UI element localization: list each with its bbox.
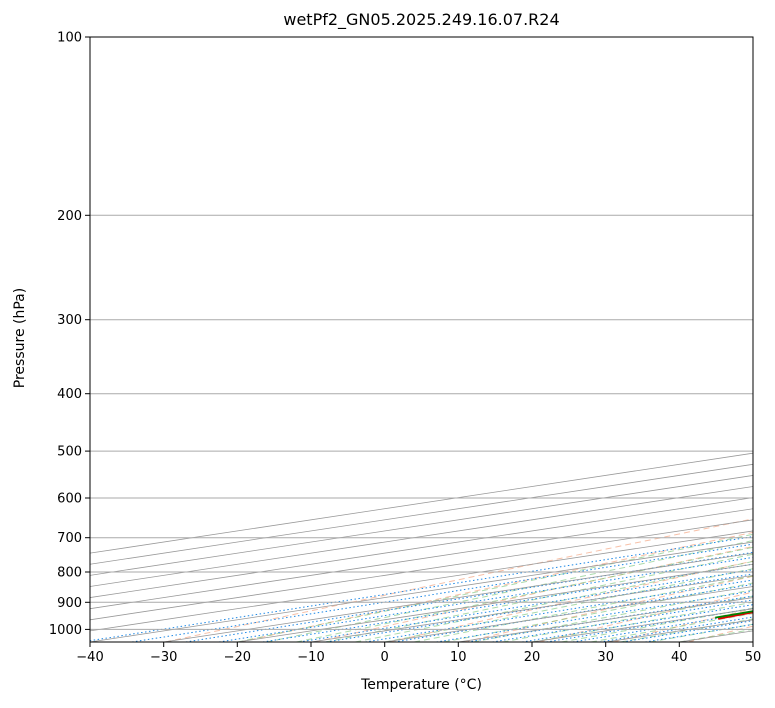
dry-adiabat [165,518,753,642]
x-tick-label: 50 [745,650,762,665]
x-tick-label: 20 [524,650,541,665]
mixing-ratio-line [436,590,753,642]
plot-grid: 0.10.20.40.611.52346810131620253036-100-… [90,37,775,642]
y-tick-label: 400 [57,387,82,402]
isotherm-line [90,486,753,587]
isotherm-line [90,530,753,632]
chart-title: wetPf2_GN05.2025.249.16.07.R24 [283,10,560,29]
isotherm-line [90,497,753,598]
isotherm-line [90,452,753,554]
dry-adiabat [239,531,753,642]
moist-adiabat [620,618,753,642]
isotherm-line [90,475,753,576]
moist-adiabat [502,595,753,642]
mixing-ratio-line [131,543,753,642]
x-tick-label: −20 [224,650,251,665]
moist-adiabat [355,560,753,642]
isotherm-line [752,641,753,642]
moist-adiabat [649,623,753,642]
dry-adiabat [314,545,753,642]
x-tick-label: −10 [297,650,324,665]
temperature-profile-line [717,611,753,620]
moist-adiabat [414,575,753,642]
y-tick-label: 300 [57,313,82,328]
isotherm-line [531,608,753,642]
moist-adiabat [531,601,753,642]
moist-adiabat [443,582,753,642]
y-tick-label: 900 [57,596,82,611]
mixing-ratio-line [394,583,753,642]
x-tick-label: 30 [597,650,614,665]
x-tick-label: 40 [671,650,688,665]
plot-series [715,610,753,620]
dry-adiabat [763,37,775,642]
mixing-ratio-line [467,595,753,642]
y-tick-label: 1000 [49,623,82,638]
plot-axes: −40 −30 −20 −10 0 10 20 30 40 50 1000 900 800 700 600 5… [49,31,761,666]
moist-adiabat [266,540,753,642]
dry-adiabat [389,560,753,642]
mixing-ratio-line [645,623,753,642]
dry-adiabat [538,591,753,642]
moist-adiabat [561,607,753,642]
y-tick-label: 600 [57,492,82,507]
isotherm-line [90,519,753,621]
x-tick-label: 10 [450,650,467,665]
x-tick-label: 0 [381,650,389,665]
mixing-ratio-line [262,563,753,642]
y-tick-label: 200 [57,209,82,224]
isotherm-line [384,586,753,642]
moist-adiabat [384,568,753,642]
mixing-ratio-line [326,573,753,642]
dewpoint-profile-line [715,610,753,619]
moist-adiabat [325,553,753,642]
mixing-ratio-line [299,569,753,642]
isotherm-line [90,508,753,610]
plot-frame [89,36,754,643]
y-tick-label: 700 [57,531,82,546]
moist-adiabat [237,533,753,642]
mixing-ratio-line [365,579,753,642]
y-tick-label: 800 [57,566,82,581]
x-axis-label: Temperature (°C) [361,677,482,693]
x-tick-label: −40 [76,650,103,665]
x-tick-label: −30 [150,650,177,665]
isotherm-line [90,463,753,565]
y-tick-label: 500 [57,445,82,460]
y-tick-label: 100 [57,31,82,46]
